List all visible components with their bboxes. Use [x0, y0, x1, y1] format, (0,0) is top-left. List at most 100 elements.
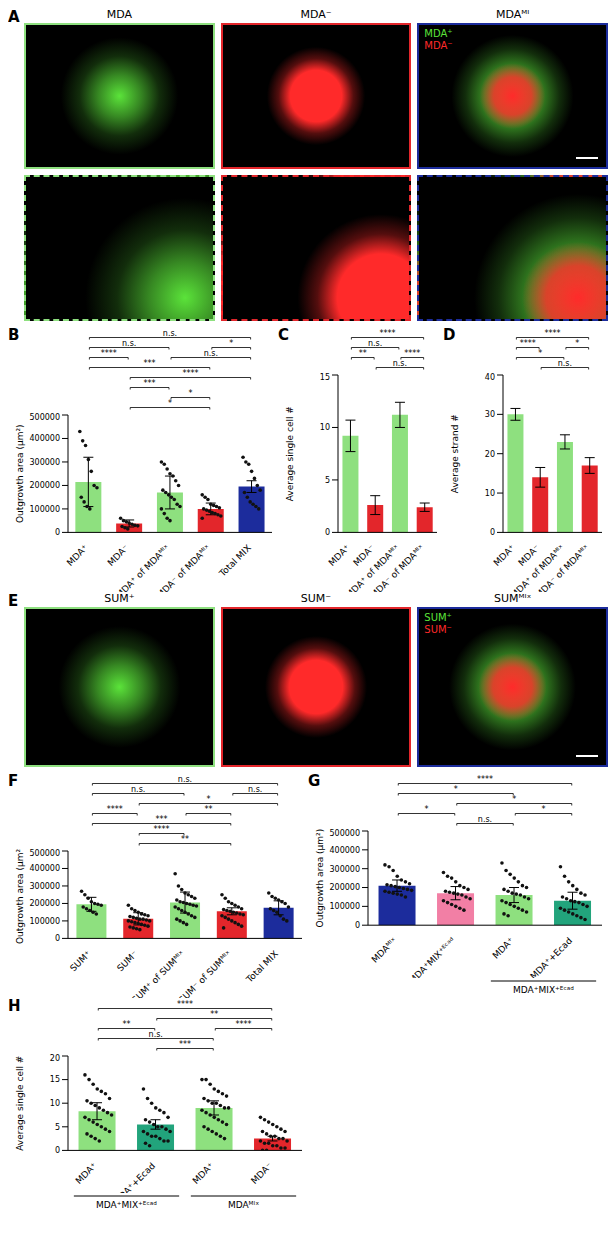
svg-text:20: 20 — [50, 1054, 60, 1063]
svg-text:5: 5 — [325, 476, 330, 485]
svg-text:n.s.: n.s. — [204, 349, 218, 358]
svg-text:*: * — [229, 339, 233, 348]
svg-text:n.s.: n.s. — [178, 775, 192, 784]
svg-text:MDA⁻ of MDAᴹᴵˣ: MDA⁻ of MDAᴹᴵˣ — [155, 543, 212, 592]
svg-text:***: *** — [156, 815, 168, 824]
svg-text:5: 5 — [55, 1123, 60, 1132]
svg-text:****: **** — [477, 775, 493, 784]
svg-text:300000: 300000 — [29, 458, 60, 467]
svg-text:n.s.: n.s. — [163, 329, 177, 338]
svg-text:**: ** — [204, 805, 212, 814]
svg-text:10: 10 — [320, 423, 330, 432]
svg-text:MDA⁺: MDA⁺ — [491, 935, 516, 960]
svg-text:30: 30 — [485, 410, 495, 419]
svg-text:****: **** — [520, 339, 536, 348]
svg-text:MDA⁺ of MDAᴹᴵˣ: MDA⁺ of MDAᴹᴵˣ — [509, 543, 566, 592]
svg-text:*: * — [575, 339, 579, 348]
svg-text:MDA⁺+Ecad: MDA⁺+Ecad — [111, 1161, 157, 1193]
svg-text:300000: 300000 — [29, 882, 60, 891]
svg-text:*: * — [425, 805, 429, 814]
svg-text:200000: 200000 — [329, 883, 360, 892]
svg-text:****: **** — [236, 1020, 252, 1029]
svg-text:20: 20 — [485, 450, 495, 459]
svg-text:SUM⁻: SUM⁻ — [115, 949, 140, 974]
svg-text:***: *** — [179, 1040, 191, 1049]
svg-text:n.s.: n.s. — [131, 785, 145, 794]
svg-text:*: * — [168, 399, 172, 408]
svg-text:0: 0 — [55, 528, 60, 537]
svg-text:n.s.: n.s. — [248, 785, 262, 794]
svg-text:500000: 500000 — [329, 829, 360, 838]
svg-text:SUM⁺: SUM⁺ — [68, 949, 93, 974]
svg-text:Average single cell #: Average single cell # — [285, 406, 295, 501]
svg-text:***: *** — [144, 379, 156, 388]
svg-text:****: **** — [177, 1000, 193, 1009]
svg-text:300000: 300000 — [329, 865, 360, 874]
svg-text:400000: 400000 — [29, 434, 60, 443]
svg-text:SUM⁺ of SUMᴹᴵˣ: SUM⁺ of SUMᴹᴵˣ — [130, 949, 186, 998]
svg-text:MDA⁻: MDA⁻ — [106, 543, 131, 568]
svg-text:Average single cell #: Average single cell # — [15, 1056, 25, 1151]
svg-text:n.s.: n.s. — [558, 359, 572, 368]
svg-text:MDA⁺MIX⁺ᴱᶜᵃᵈ: MDA⁺MIX⁺ᴱᶜᵃᵈ — [96, 1200, 157, 1210]
svg-text:Total MIX: Total MIX — [217, 543, 253, 579]
svg-text:****: **** — [404, 349, 420, 358]
svg-text:*: * — [188, 389, 192, 398]
svg-text:*: * — [538, 349, 542, 358]
svg-text:****: **** — [380, 329, 396, 338]
svg-text:Average strand #: Average strand # — [450, 414, 460, 493]
svg-text:n.s.: n.s. — [149, 1030, 163, 1039]
svg-text:n.s.: n.s. — [478, 815, 492, 824]
svg-text:**: ** — [210, 1010, 218, 1019]
svg-text:*: * — [512, 795, 516, 804]
svg-text:**: ** — [181, 835, 189, 844]
svg-text:400000: 400000 — [29, 864, 60, 873]
svg-text:G: G — [308, 773, 320, 790]
svg-text:****: **** — [182, 369, 198, 378]
svg-text:MDA⁺MIX⁺ᴱᶜᵃᵈ: MDA⁺MIX⁺ᴱᶜᵃᵈ — [513, 985, 574, 995]
svg-text:MDA⁺: MDA⁺ — [65, 543, 90, 568]
svg-text:D: D — [443, 327, 455, 344]
svg-text:***: *** — [144, 359, 156, 368]
svg-text:Total MIX: Total MIX — [244, 949, 280, 985]
svg-text:Outgrowth area (μm²): Outgrowth area (μm²) — [15, 849, 25, 944]
svg-text:MDA⁺MIX⁺ᴱᶜᵃᵈ: MDA⁺MIX⁺ᴱᶜᵃᵈ — [407, 935, 457, 978]
svg-text:200000: 200000 — [29, 899, 60, 908]
svg-text:H: H — [8, 998, 21, 1015]
svg-text:****: **** — [107, 805, 123, 814]
svg-text:n.s.: n.s. — [368, 339, 382, 348]
svg-text:*: * — [454, 785, 458, 794]
svg-text:15: 15 — [320, 373, 330, 382]
svg-text:n.s.: n.s. — [393, 359, 407, 368]
svg-text:MDA⁺ of MDAᴹᴵˣ: MDA⁺ of MDAᴹᴵˣ — [344, 543, 401, 592]
svg-text:200000: 200000 — [29, 481, 60, 490]
svg-text:MDA⁺: MDA⁺ — [327, 543, 352, 568]
svg-text:C: C — [278, 327, 289, 344]
svg-text:Outgrowth area (μm²): Outgrowth area (μm²) — [315, 829, 325, 927]
svg-text:0: 0 — [490, 528, 495, 537]
svg-text:0: 0 — [325, 528, 330, 537]
svg-text:40: 40 — [485, 373, 495, 382]
svg-text:n.s.: n.s. — [122, 339, 136, 348]
svg-text:**: ** — [359, 349, 367, 358]
svg-text:10: 10 — [485, 489, 495, 498]
svg-text:F: F — [8, 773, 18, 790]
svg-text:****: **** — [154, 825, 170, 834]
svg-text:0: 0 — [55, 934, 60, 943]
svg-text:400000: 400000 — [329, 846, 360, 855]
svg-text:MDA⁺: MDA⁺ — [492, 543, 517, 568]
svg-text:MDA⁻ of MDAᴹᴵˣ: MDA⁻ of MDAᴹᴵˣ — [369, 543, 426, 592]
svg-text:B: B — [8, 327, 19, 344]
svg-text:****: **** — [101, 349, 117, 358]
svg-text:MDA⁺+Ecad: MDA⁺+Ecad — [528, 936, 574, 978]
svg-text:MDA⁻: MDA⁻ — [249, 1161, 274, 1186]
svg-text:MDAᴹᴵˣ: MDAᴹᴵˣ — [228, 1200, 259, 1210]
svg-text:500000: 500000 — [29, 849, 60, 858]
svg-text:500000: 500000 — [29, 413, 60, 422]
svg-text:0: 0 — [55, 1146, 60, 1155]
svg-text:MDA⁻ of MDAᴹᴵˣ: MDA⁻ of MDAᴹᴵˣ — [534, 543, 591, 592]
svg-text:10: 10 — [50, 1099, 60, 1108]
svg-text:**: ** — [123, 1020, 131, 1029]
svg-text:*: * — [542, 805, 546, 814]
svg-text:MDA⁺: MDA⁺ — [191, 1161, 216, 1186]
